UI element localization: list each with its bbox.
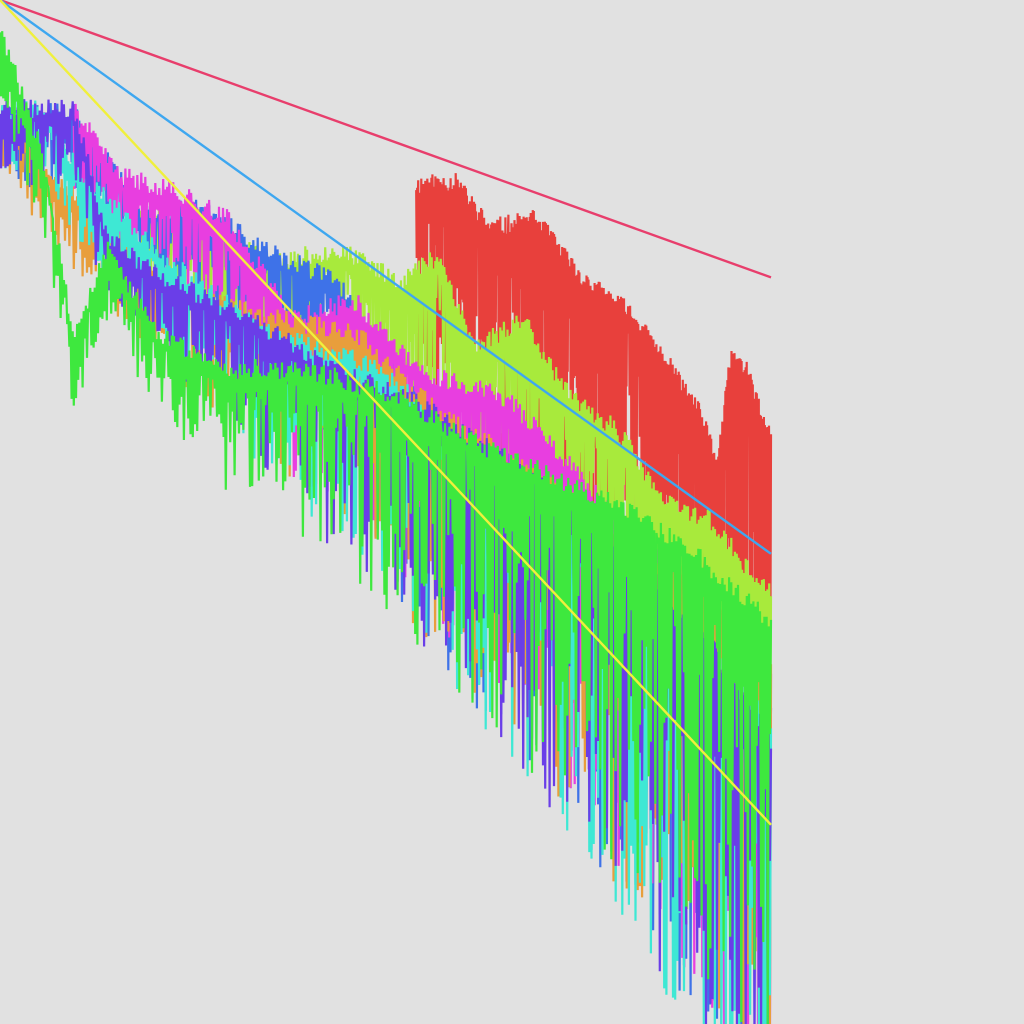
- series-line-8: [0, 31, 773, 1024]
- reference-line-2: [0, 0, 772, 555]
- series-layer: [0, 31, 773, 1024]
- reference-line-3: [0, 0, 772, 826]
- reference-lines-layer: [0, 0, 772, 826]
- reference-line-1: [0, 0, 772, 279]
